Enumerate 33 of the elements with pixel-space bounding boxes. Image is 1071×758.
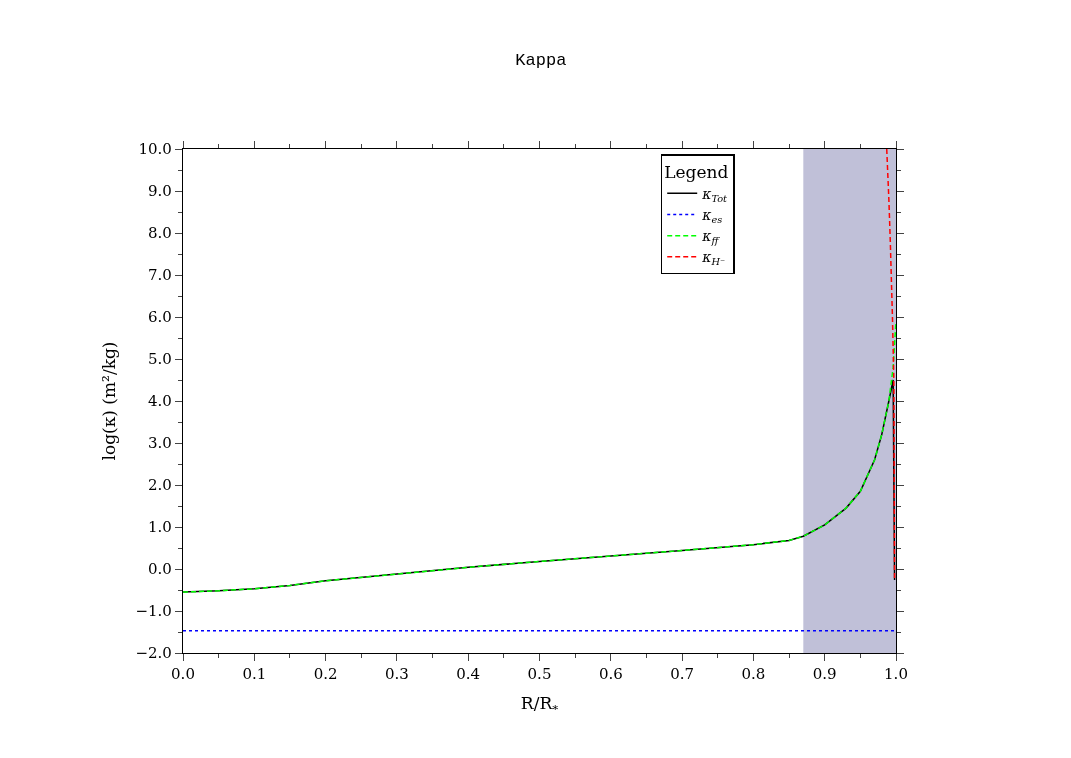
chart-title: Kappa — [515, 50, 567, 70]
x-tick-label: 0.3 — [384, 665, 409, 684]
x-axis-title: R/R$_{*}$ — [520, 693, 559, 717]
legend-title: Legend — [664, 161, 729, 182]
legend-label: κ$_{ff}$ — [701, 228, 721, 247]
y-tick-label: −1.0 — [135, 602, 172, 621]
x-tick-label: 0.5 — [527, 665, 552, 684]
y-tick-label: 3.0 — [148, 434, 172, 453]
y-tick-label: 6.0 — [148, 308, 172, 327]
y-tick-label: 4.0 — [148, 392, 172, 411]
y-tick-label: −2.0 — [135, 644, 172, 663]
line-series — [885, 149, 896, 581]
x-tick-label: 0.9 — [812, 665, 837, 684]
y-tick-label: 10.0 — [138, 140, 172, 159]
y-tick-label: 1.0 — [148, 518, 172, 537]
x-tick-label: 0.6 — [598, 665, 623, 684]
y-tick-label: 8.0 — [148, 224, 172, 243]
x-tick-label: 1.0 — [884, 665, 908, 684]
x-tick-label: 0.7 — [670, 665, 695, 684]
y-tick-label: 7.0 — [148, 266, 172, 285]
legend-label: κ$_{H⁻}$ — [701, 249, 726, 268]
y-tick-label: 2.0 — [148, 476, 172, 495]
x-tick-label: 0.1 — [242, 665, 267, 684]
x-tick-label: 0.2 — [313, 665, 338, 684]
y-tick-label: 0.0 — [148, 560, 172, 579]
y-tick-label: 5.0 — [148, 350, 172, 369]
y-tick-label: 9.0 — [148, 182, 172, 201]
y-axis-title: log(κ) (m²/kg) — [99, 341, 120, 461]
legend-label: κ$_{es}$ — [701, 206, 723, 225]
x-tick-label: 0.8 — [741, 665, 766, 684]
x-tick-label: 0.4 — [456, 665, 481, 684]
legend-label: κ$_{Tot}$ — [701, 185, 728, 204]
x-tick-label: 0.0 — [171, 665, 195, 684]
